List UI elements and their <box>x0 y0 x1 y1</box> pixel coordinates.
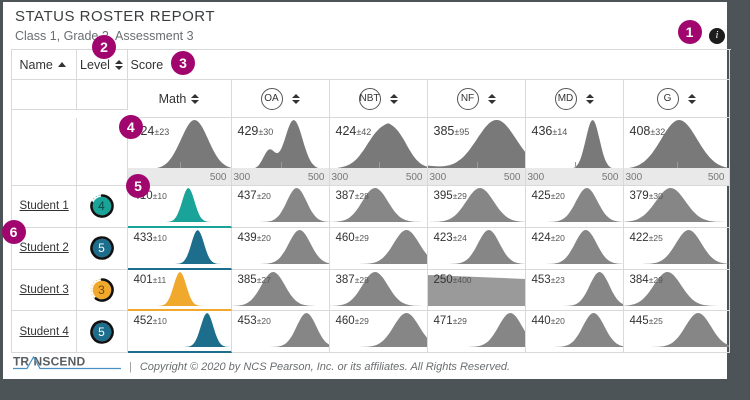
svg-text:TR: TR <box>13 355 29 369</box>
svg-text:NSCEND: NSCEND <box>34 355 86 369</box>
